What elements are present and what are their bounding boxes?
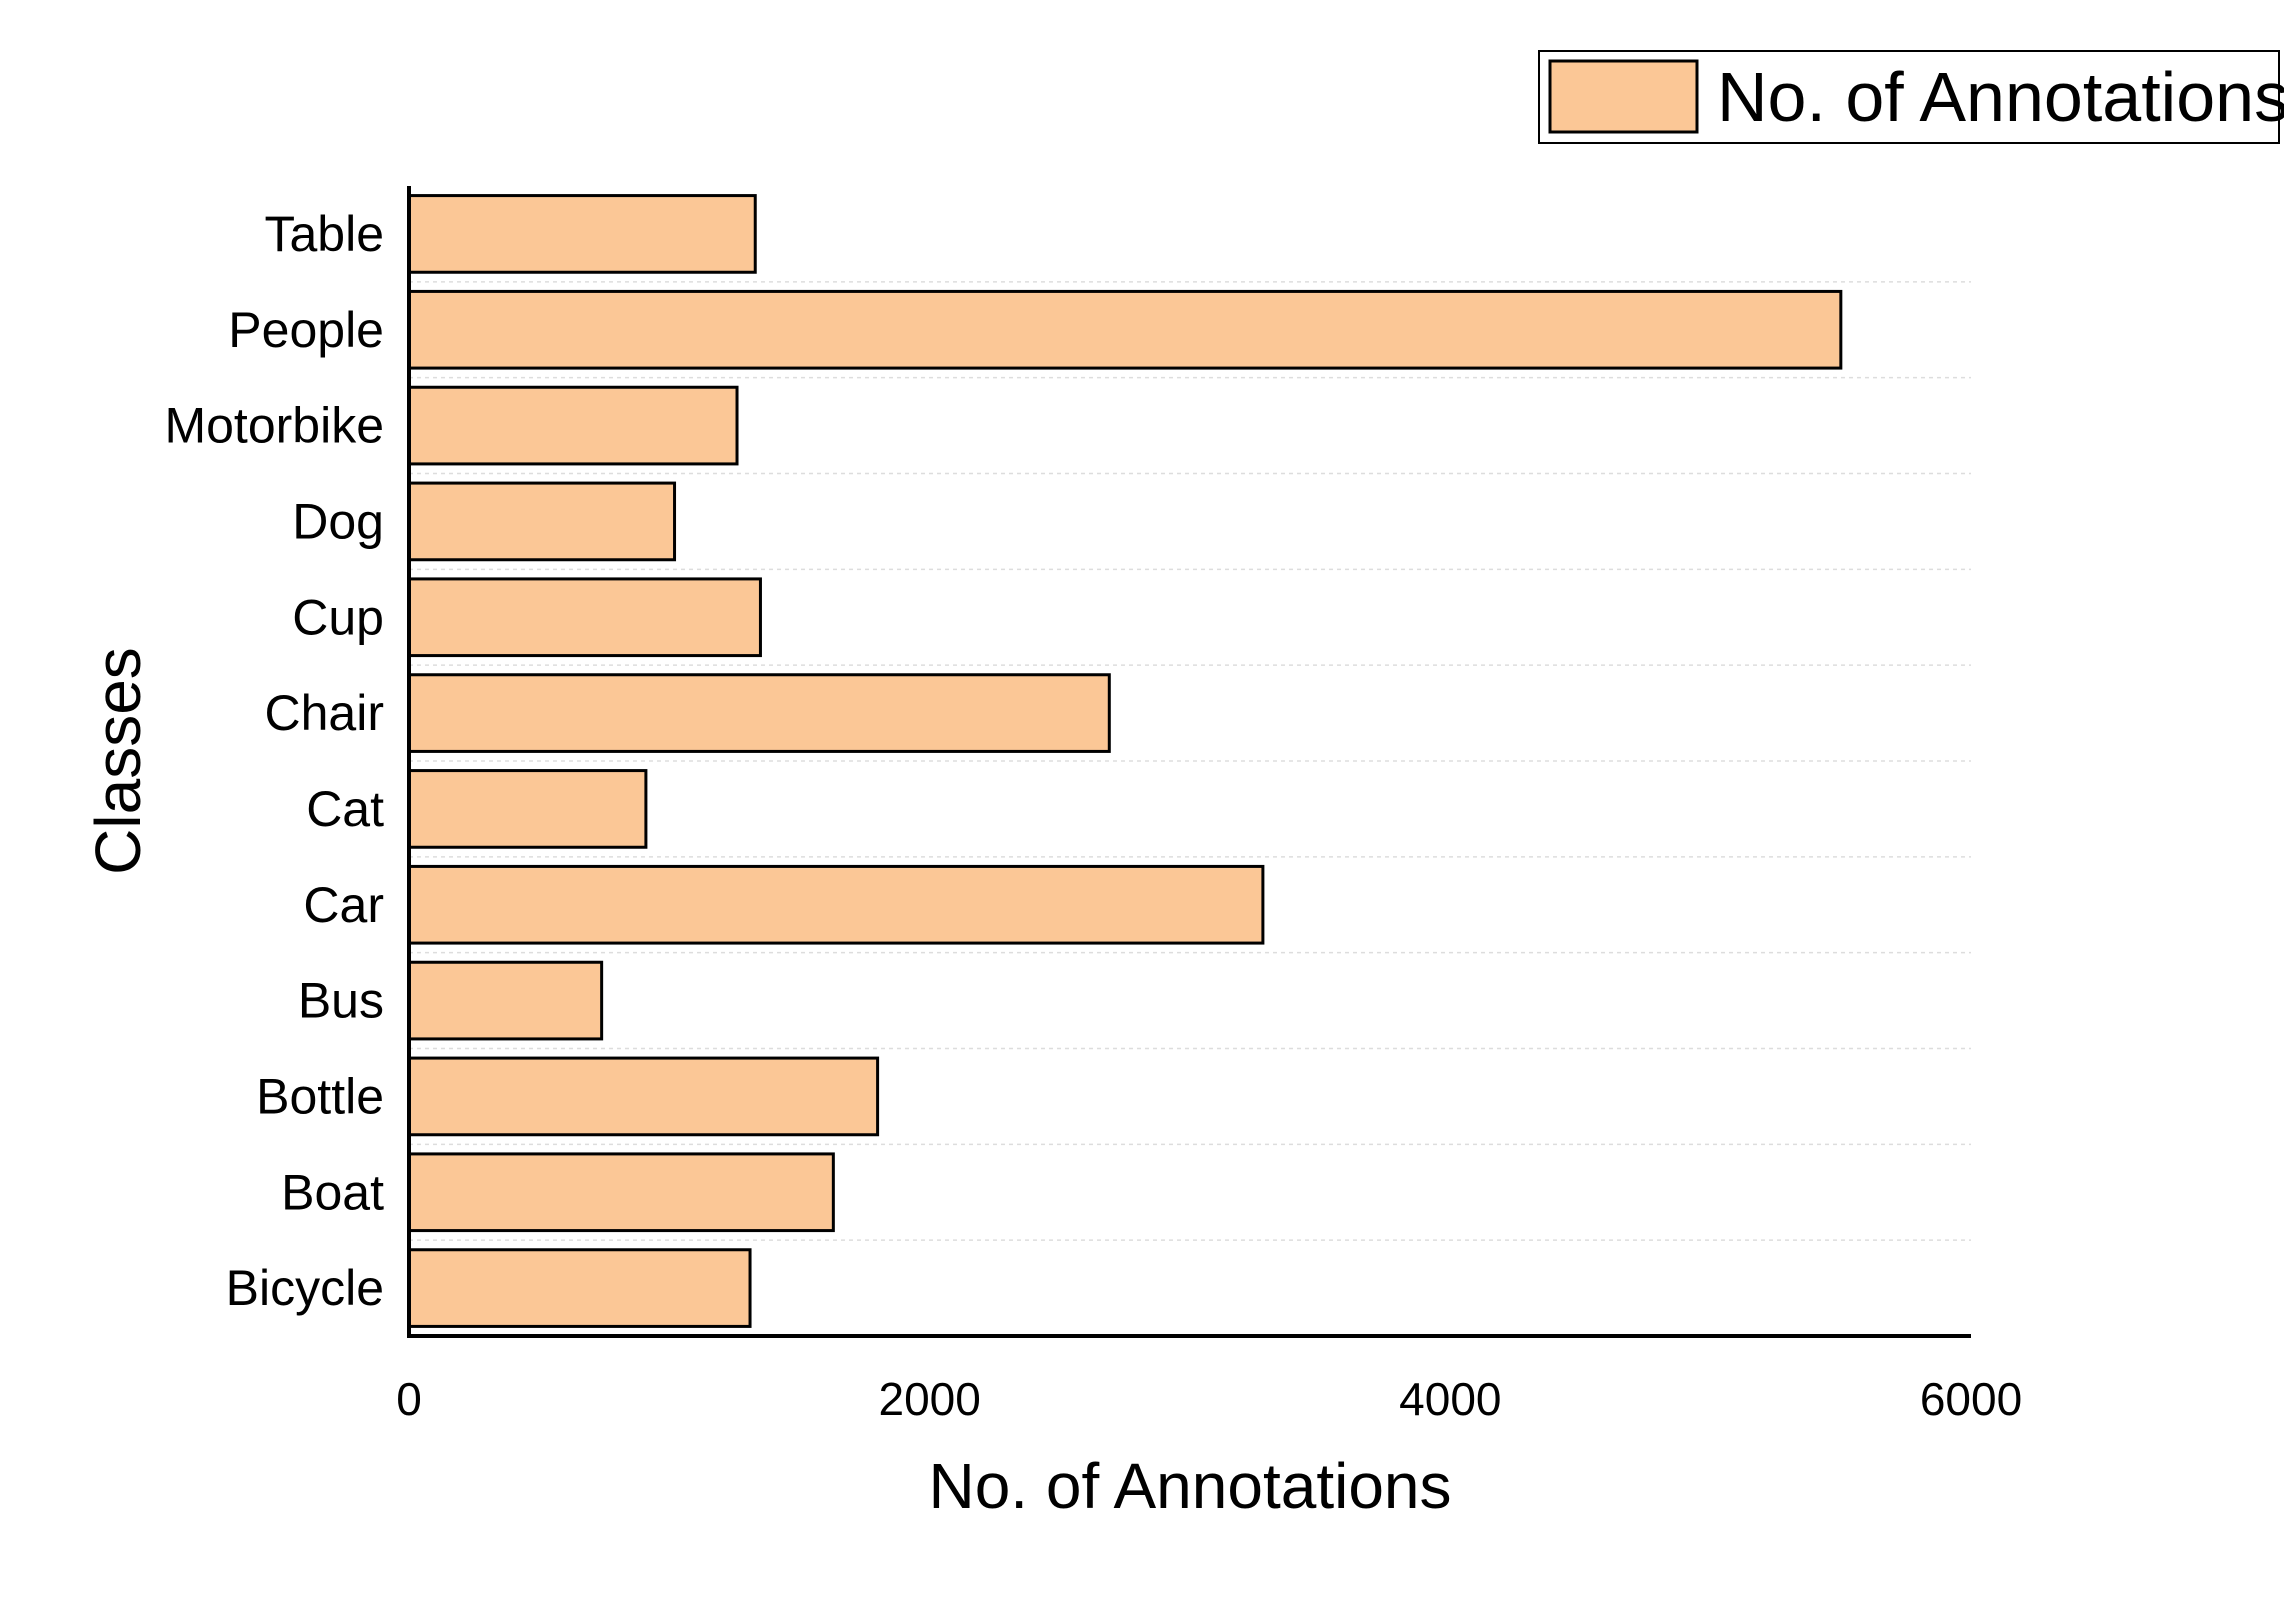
category-label: Cup xyxy=(292,589,384,645)
legend-swatch xyxy=(1548,59,1699,134)
x-tick-labels: 0 2000 4000 6000 xyxy=(396,1373,2022,1425)
x-tick-label: 2000 xyxy=(878,1373,980,1425)
category-label: People xyxy=(228,302,384,358)
bar-chair xyxy=(407,673,1111,753)
legend-label: No. of Annotations xyxy=(1717,58,2284,136)
axes xyxy=(407,186,1971,1338)
bar-boat xyxy=(407,1152,835,1233)
category-label: Cat xyxy=(306,781,384,837)
bar-table xyxy=(407,194,757,274)
x-tick-label: 6000 xyxy=(1920,1373,2022,1425)
x-axis-title: No. of Annotations xyxy=(928,1450,1451,1522)
bar-bottle xyxy=(407,1056,880,1137)
y-axis-title: Classes xyxy=(82,647,154,875)
y-category-labels: Bicycle Boat Bottle Bus Car Cat Chair Cup Dog Mot… xyxy=(164,206,384,1316)
category-label: Motorbike xyxy=(164,398,384,454)
category-label: Car xyxy=(303,877,384,933)
bar-motorbike xyxy=(407,385,739,466)
category-label: Boat xyxy=(281,1164,384,1220)
x-tick-label: 4000 xyxy=(1399,1373,1501,1425)
category-label: Bus xyxy=(298,973,384,1029)
bar-bicycle xyxy=(407,1248,752,1328)
bar-dog xyxy=(407,481,677,562)
category-label: Dog xyxy=(292,493,384,549)
category-label: Chair xyxy=(265,685,384,741)
bar-people xyxy=(407,289,1843,370)
bar-car xyxy=(407,864,1265,945)
bar-cat xyxy=(407,769,648,849)
category-label: Table xyxy=(264,206,384,262)
x-tick-label: 0 xyxy=(396,1373,422,1425)
legend: No. of Annotations xyxy=(1538,50,2284,144)
bars xyxy=(407,194,1843,1328)
bar-cup xyxy=(407,577,762,658)
category-label: Bicycle xyxy=(226,1260,384,1316)
category-label: Bottle xyxy=(256,1068,384,1124)
bar-bus xyxy=(407,960,604,1041)
